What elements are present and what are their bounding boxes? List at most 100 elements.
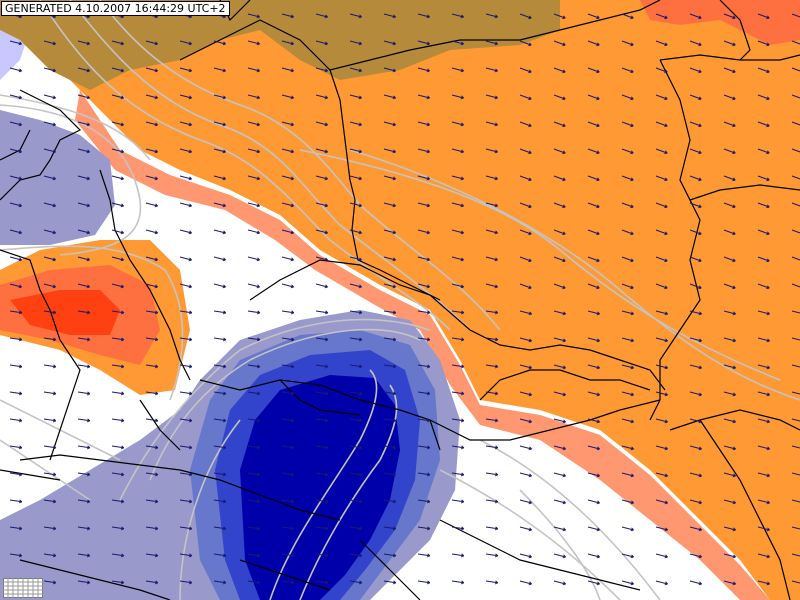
wind-arrow-icon bbox=[519, 337, 532, 343]
wind-arrow-icon bbox=[77, 121, 90, 127]
wind-arrow-icon bbox=[723, 553, 736, 559]
wind-arrow-icon bbox=[655, 283, 668, 290]
field-orange-north bbox=[60, 0, 800, 600]
wind-arrow-icon bbox=[451, 121, 464, 127]
wind-arrow-icon bbox=[111, 445, 125, 450]
generated-timestamp: GENERATED 4.10.2007 16:44:29 UTC+2 bbox=[1, 1, 230, 16]
wind-arrow-icon bbox=[451, 364, 465, 369]
wind-arrow-icon bbox=[179, 337, 193, 342]
border-bavaria bbox=[139, 399, 181, 451]
wind-arrow-icon bbox=[757, 13, 770, 20]
wind-arrow-icon bbox=[621, 472, 634, 478]
wind-arrow-icon bbox=[791, 337, 800, 341]
wind-arrow-icon bbox=[9, 67, 22, 73]
border-germany-west bbox=[99, 169, 191, 381]
wind-arrow-icon bbox=[519, 121, 532, 128]
wind-arrow-icon bbox=[485, 40, 498, 46]
wind-arrow-icon bbox=[655, 121, 668, 128]
wind-arrow-icon bbox=[247, 148, 260, 154]
wind-arrow-icon bbox=[417, 202, 430, 208]
wind-arrow-icon bbox=[383, 13, 396, 19]
wind-arrow-icon bbox=[655, 553, 668, 559]
wind-arrow-icon bbox=[383, 445, 397, 450]
wind-arrow-icon bbox=[315, 553, 329, 558]
wind-arrow-icon bbox=[587, 175, 600, 182]
wind-arrow-icon bbox=[791, 472, 800, 476]
wind-arrow-icon bbox=[417, 364, 431, 369]
wind-arrow-icon bbox=[791, 229, 800, 234]
wind-arrow-icon bbox=[111, 121, 124, 127]
wind-arrow-icon bbox=[689, 580, 702, 586]
wind-arrow-icon bbox=[179, 472, 193, 477]
wind-arrow-icon bbox=[9, 337, 23, 342]
wind-arrow-icon bbox=[9, 310, 23, 315]
wind-arrow-icon bbox=[485, 148, 498, 154]
wind-arrow-icon bbox=[145, 472, 159, 477]
wind-arrow-icon bbox=[9, 202, 22, 208]
wind-arrow-icon bbox=[451, 283, 464, 289]
wind-arrow-icon bbox=[723, 40, 736, 47]
wind-arrow-icon bbox=[145, 94, 158, 100]
wind-arrow-icon bbox=[587, 283, 600, 290]
wind-arrow-icon bbox=[587, 553, 600, 559]
wind-arrow-icon bbox=[689, 553, 702, 559]
wind-arrow-icon bbox=[485, 499, 499, 504]
isoline bbox=[269, 369, 378, 600]
wind-arrow-icon bbox=[655, 175, 668, 182]
wind-arrow-icon bbox=[111, 202, 124, 208]
wind-arrow-icon bbox=[417, 391, 431, 396]
wind-arrow-icon bbox=[587, 310, 600, 316]
wind-arrow-icon bbox=[281, 175, 294, 181]
wind-arrow-icon bbox=[77, 148, 90, 154]
wind-arrow-icon bbox=[281, 202, 294, 208]
border-france-germany bbox=[0, 249, 81, 461]
wind-arrow-icon bbox=[553, 13, 566, 20]
wind-arrow-icon bbox=[757, 175, 770, 182]
wind-arrow-icon bbox=[383, 337, 397, 342]
wind-arrow-icon bbox=[485, 202, 498, 208]
wind-arrow-icon bbox=[383, 310, 397, 315]
wind-arrow-icon bbox=[791, 418, 800, 422]
wind-arrow-icon bbox=[621, 580, 634, 586]
wind-arrow-icon bbox=[451, 67, 464, 73]
wind-arrow-icon bbox=[9, 472, 23, 477]
wind-arrow-icon bbox=[145, 580, 159, 585]
wind-arrow-icon bbox=[723, 121, 736, 128]
wind-arrow-icon bbox=[43, 202, 56, 208]
wind-arrow-icon bbox=[315, 148, 328, 154]
wind-arrow-icon bbox=[417, 553, 431, 558]
wind-arrow-icon bbox=[111, 94, 124, 100]
wind-arrow-icon bbox=[349, 418, 363, 423]
wind-arrow-icon bbox=[689, 67, 702, 74]
wind-arrow-icon bbox=[281, 94, 294, 100]
wind-arrow-icon bbox=[213, 526, 227, 531]
wind-arrow-icon bbox=[519, 526, 532, 532]
wind-arrow-icon bbox=[519, 148, 532, 155]
border-czech-austria bbox=[279, 379, 361, 416]
wind-arrow-icon bbox=[349, 94, 362, 100]
wind-arrow-icon bbox=[77, 337, 91, 342]
wind-arrow-icon bbox=[417, 283, 430, 289]
wind-arrow-icon bbox=[111, 148, 124, 154]
wind-arrow-icon bbox=[145, 418, 159, 423]
wind-arrow-icon bbox=[111, 580, 125, 585]
wind-arrow-icon bbox=[757, 67, 770, 74]
wind-arrow-icon bbox=[723, 202, 736, 209]
wind-arrow-icon bbox=[587, 364, 600, 370]
wind-arrow-icon bbox=[111, 364, 125, 369]
wind-arrow-icon bbox=[43, 94, 56, 100]
wind-arrow-icon bbox=[145, 337, 159, 342]
wind-arrow-icon bbox=[553, 283, 566, 290]
wind-arrow-icon bbox=[485, 175, 498, 181]
border-romania bbox=[699, 419, 791, 600]
wind-arrow-icon bbox=[485, 67, 498, 73]
wind-arrow-icon bbox=[179, 121, 192, 127]
wind-arrow-icon bbox=[9, 94, 22, 100]
wind-arrow-icon bbox=[655, 202, 668, 209]
wind-arrow-icon bbox=[383, 229, 396, 235]
wind-arrow-icon bbox=[43, 364, 57, 369]
wind-arrow-icon bbox=[621, 94, 634, 101]
wind-arrow-icon bbox=[349, 148, 362, 154]
wind-arrow-icon bbox=[179, 40, 192, 46]
wind-arrow-icon bbox=[689, 121, 702, 128]
